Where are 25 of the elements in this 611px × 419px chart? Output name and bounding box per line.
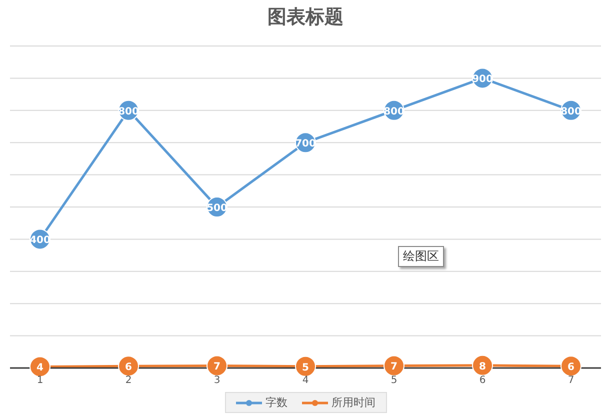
data-label: 500 [206,203,228,214]
x-tick-label: 2 [125,375,132,386]
data-label: 8 [479,361,486,372]
data-label: 800 [118,106,139,118]
data-label: 6 [125,362,132,374]
data-label: 700 [295,138,316,150]
data-label: 6 [568,362,575,374]
legend-label: 所用时间 [330,395,376,410]
x-tick-label: 4 [302,375,309,386]
x-tick-label: 6 [479,375,486,386]
data-label: 7 [214,362,221,373]
data-label: 800 [560,106,582,118]
x-tick-label: 1 [36,375,44,386]
chart-title: 图表标题 [266,5,344,30]
data-label: 900 [472,74,493,86]
annotation: 绘图区 [398,246,444,267]
x-tick-label: 3 [214,375,220,386]
data-label: 400 [30,235,50,246]
data-label: 7 [390,362,398,373]
x-tick-label: 7 [568,375,574,386]
data-label: 5 [302,362,310,374]
x-tick-label: 5 [390,375,398,386]
legend-label: 字数 [264,395,288,410]
data-label: 4 [36,362,44,374]
data-label: 800 [384,106,404,118]
